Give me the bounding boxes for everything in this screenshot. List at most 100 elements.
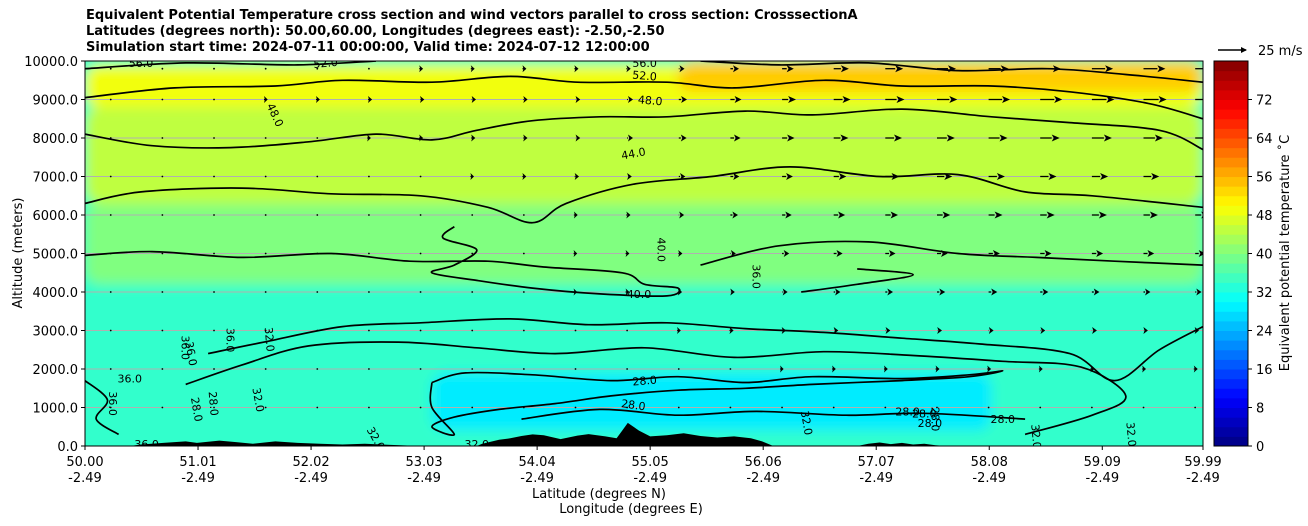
wind-vector [109,214,112,216]
colorbar-segment [1214,272,1248,283]
wind-vector [522,214,525,216]
wind-vector [522,406,525,409]
contour-line-44.0 [85,166,1203,224]
y-tick-label: 6000.0 [33,209,79,224]
wind-vector [368,406,370,409]
wind-vector [109,368,112,370]
x-tick-label-lon: -2.49 [1085,471,1119,486]
wind-vector-head [625,288,630,296]
wind-vector [419,252,422,255]
wind-vector [419,406,422,409]
contour-label: 28.0 [990,413,1015,426]
contour-label-text: 32.0 [249,387,266,413]
wind-vector-head [785,211,792,219]
contour-line-28.0 [429,370,1004,436]
wind-vector-head [626,211,631,219]
colorbar-tick-label: 40 [1256,248,1273,263]
temp-band-low-cold-pool [431,372,992,431]
wind-vector-head [573,250,578,257]
contour-label-text: 36.0 [182,340,199,366]
wind-vector-head [941,250,948,257]
wind-vector [264,329,267,332]
colorbar-segment [1214,166,1248,178]
contour-label-text: 28.0 [206,391,221,417]
wind-vector-head [1105,65,1114,73]
contour-line-52.0 [85,75,1203,120]
wind-vector [264,406,267,409]
wind-vector-head [1054,96,1063,103]
wind-vector [264,252,267,255]
contour-label-text: 52.0 [313,56,339,71]
contour-label-text: 28.0 [990,413,1015,426]
wind-vector [109,291,112,293]
wind-vector [419,291,422,293]
colorbar-segment [1214,186,1248,197]
wind-vector [626,329,629,332]
wind-vector-head [935,365,940,373]
wind-vector [213,406,215,409]
contour-label-text: 40.0 [654,237,667,262]
colorbar-segment [1214,195,1248,206]
wind-vector [316,368,319,370]
colorbar-segment [1214,243,1248,255]
colorbar-segment [1214,311,1248,322]
wind-vector-head [628,96,633,103]
wind-vector-head [471,96,476,103]
wind-vector-head [1090,365,1095,373]
contour-line-48.0 [85,108,1203,151]
colorbar-segment [1214,426,1248,437]
wind-vector-head [991,288,998,296]
wind-vector-head [840,65,849,73]
wind-vector [213,214,215,216]
wind-vector-head [891,173,900,180]
wind-vector-head [781,327,787,334]
x-tick-label-lat: 59.99 [1184,455,1221,470]
wind-vector-head [944,173,953,180]
contour-label: 56.0 [632,61,657,70]
wind-vector-head [680,173,686,180]
colorbar-segment [1214,320,1248,332]
contour-label: 28.0 [620,397,646,413]
contour-label-text: 36.0 [750,264,763,289]
y-tick-label: 5000.0 [33,248,79,263]
x-tick-label-lat: 52.02 [292,455,329,470]
contour-label-text: 32.0 [262,327,277,353]
wind-vector [264,175,267,178]
wind-vector-head [575,96,581,103]
contour-label: 36.0 [750,264,763,289]
wind-vector [1090,406,1093,409]
y-tick-label: 4000.0 [33,286,79,301]
wind-vector-head [783,250,790,257]
wind-vector-head [420,96,425,103]
colorbar-tick-label: 24 [1256,325,1273,340]
wind-vector [368,175,370,178]
wind-vector [832,406,835,409]
wind-vector-head [832,365,836,373]
x-tick-label-lon: -2.49 [859,471,893,486]
wind-vector-head [734,96,742,103]
contour-line-28.0 [521,408,1026,420]
wind-vector-head [1193,365,1198,373]
wind-vector-head [1096,250,1104,257]
contour-label-text: 32.0 [1028,424,1043,450]
contour-label-text: 28.0 [918,417,943,430]
colorbar-label: Equivalent potential temperature ˚C [1277,135,1293,371]
x-tick-label-lon: -2.49 [68,471,102,486]
x-tick-label-lat: 53.03 [405,455,442,470]
colorbar-segment [1214,205,1248,216]
contour-label: 28.0 [895,405,920,418]
wind-vector-head [681,96,687,103]
wind-vector [522,368,525,370]
wind-vector-head [1198,250,1203,257]
wind-vector [109,67,112,70]
y-tick-label: 8000.0 [33,132,79,147]
wind-vector [213,67,215,70]
wind-vector-head [946,134,955,142]
colorbar-segment [1214,109,1248,120]
x-tick-label-lon: -2.49 [520,471,554,486]
contour-label: 32.0 [798,410,815,436]
wind-vector [781,406,783,409]
contour-label: 36.0 [182,340,199,366]
wind-vector [316,137,319,139]
contour-label-text: 28.0 [929,407,942,432]
